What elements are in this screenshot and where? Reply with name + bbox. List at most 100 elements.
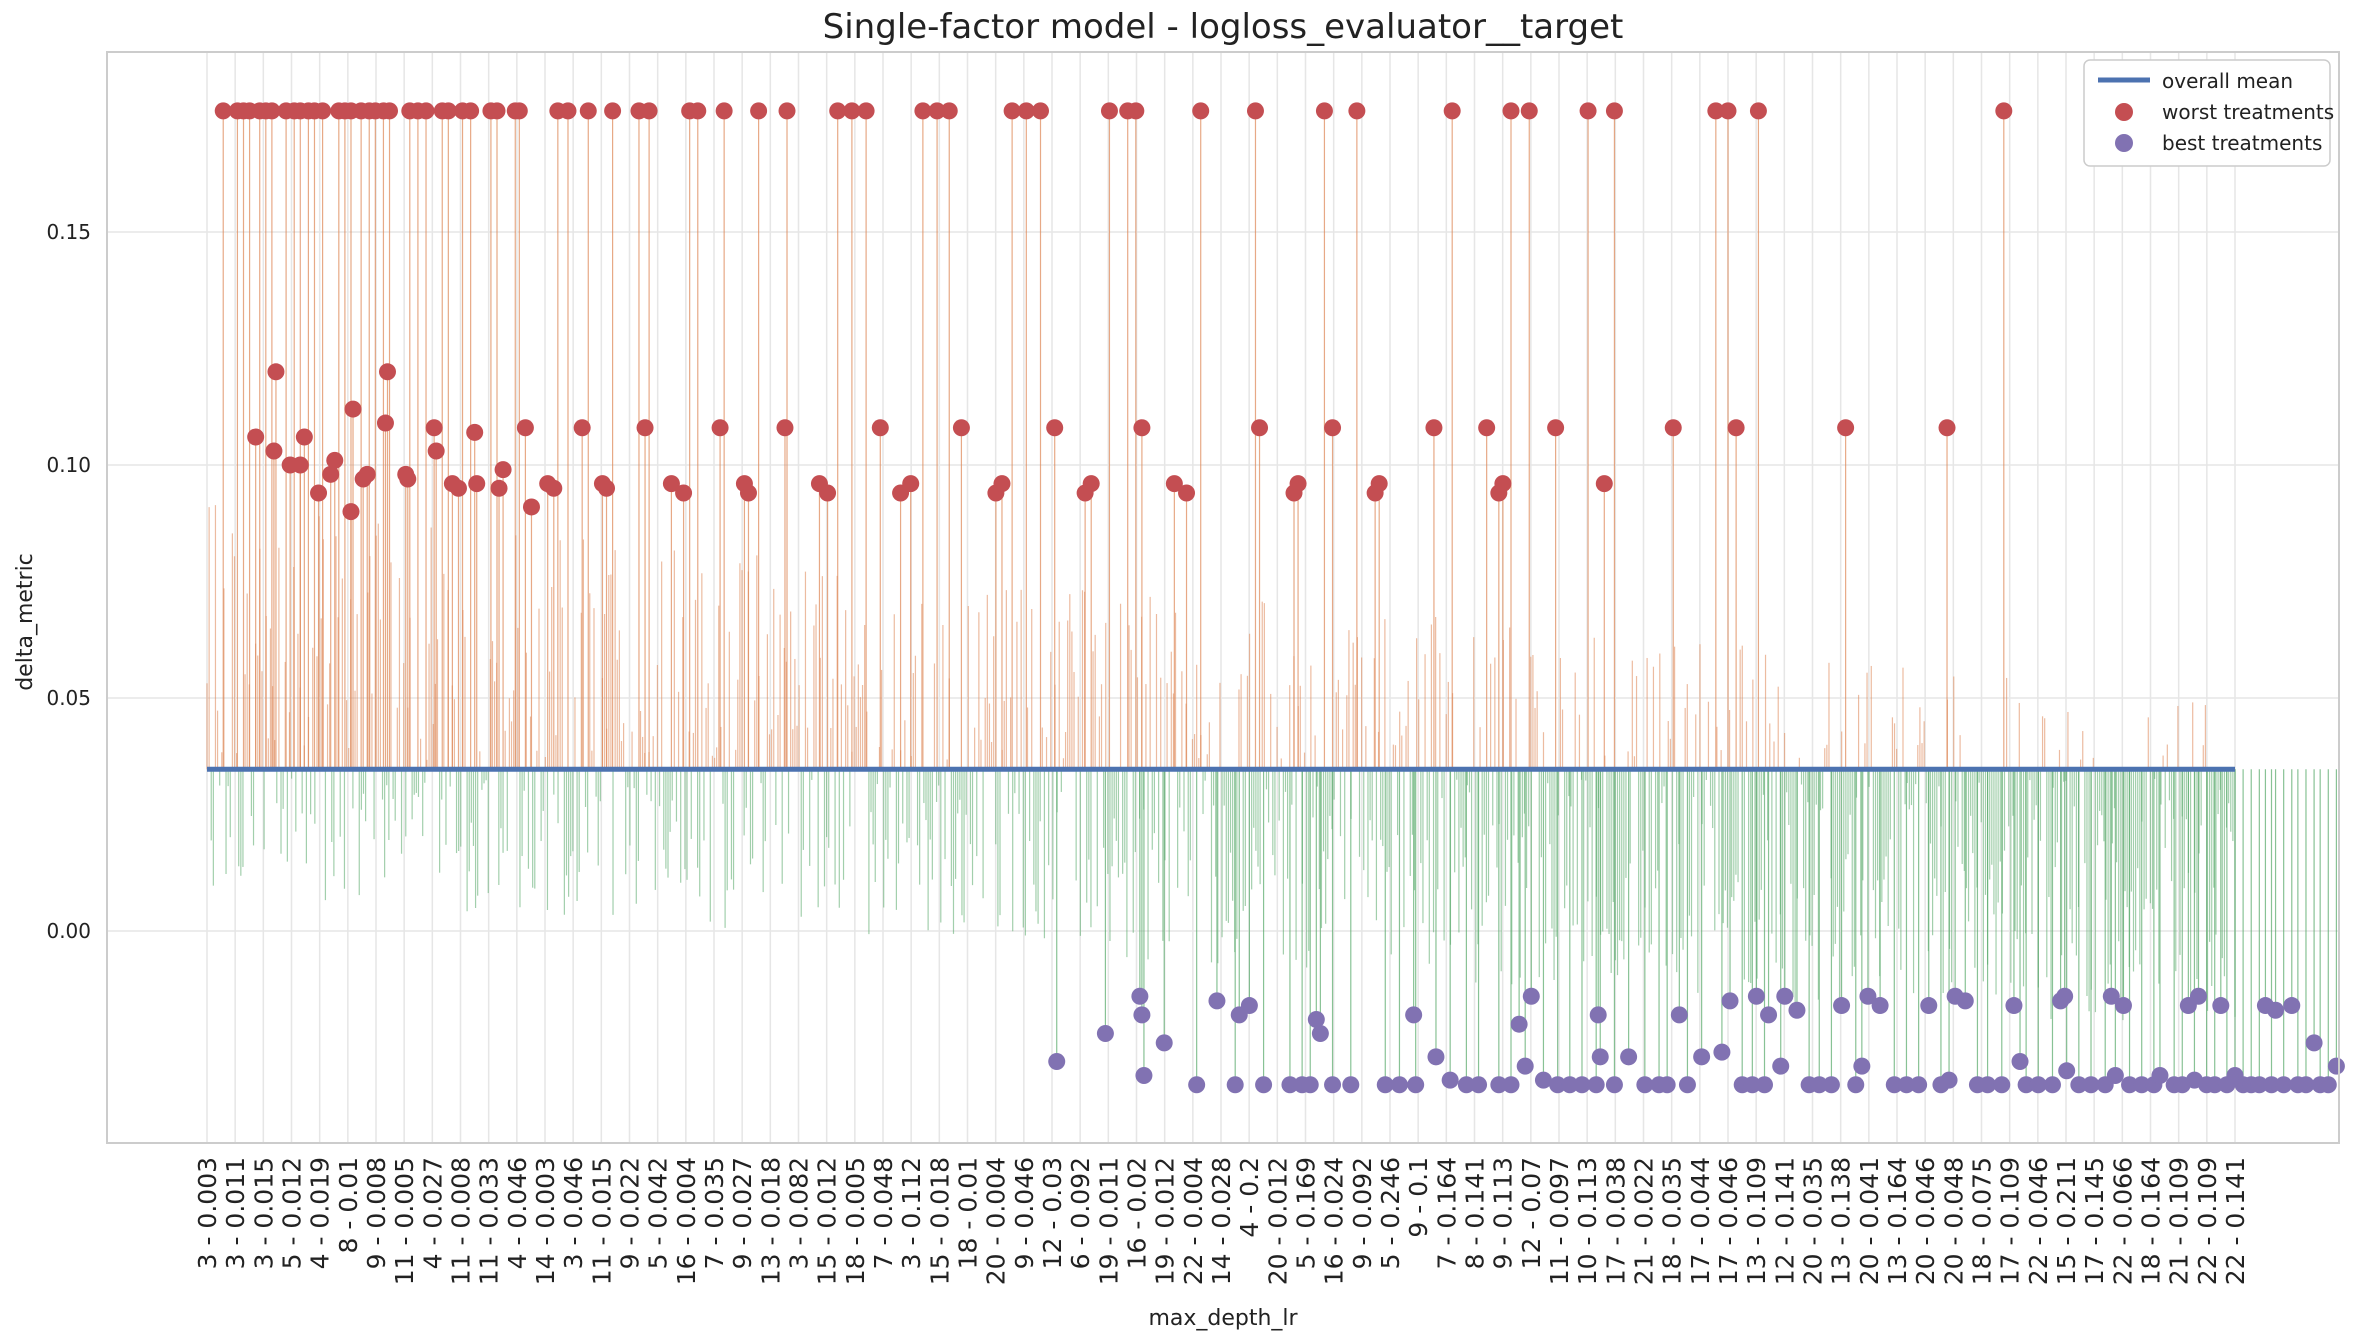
x-tick-label: 9 - 0.027 (728, 1157, 757, 1269)
x-tick-label: 13 - 0.109 (1742, 1157, 1771, 1285)
x-tick-label: 18 - 0.01 (954, 1157, 983, 1269)
x-tick-label: 3 - 0.082 (785, 1157, 814, 1269)
worst-treatment-point (640, 102, 658, 120)
worst-treatment-point (1547, 419, 1565, 437)
best-treatment-point (1301, 1076, 1319, 1094)
x-tick-label: 20 - 0.035 (1799, 1157, 1828, 1285)
worst-treatment-point (322, 465, 340, 483)
x-tick-label: 22 - 0.004 (1179, 1157, 1208, 1285)
x-tick-label: 11 - 0.005 (390, 1157, 419, 1285)
x-tick-label: 22 - 0.066 (2108, 1157, 2137, 1285)
best-treatment-point (1390, 1076, 1408, 1094)
worst-treatment-point (378, 363, 396, 381)
x-tick-label: 20 - 0.041 (1855, 1157, 1884, 1285)
x-tick-label: 13 - 0.138 (1827, 1157, 1856, 1285)
x-tick-label: 7 - 0.164 (1432, 1157, 1461, 1269)
x-tick-label: 20 - 0.004 (982, 1157, 1011, 1285)
best-treatment-point (2267, 1001, 2285, 1019)
best-treatment-point (1131, 987, 1149, 1005)
best-treatment-point (1226, 1076, 1244, 1094)
best-treatment-point (1747, 987, 1765, 1005)
x-tick-label: 3 - 0.003 (193, 1157, 222, 1269)
legend-mean-label: overall mean (2162, 69, 2293, 93)
best-treatment-point (1910, 1076, 1928, 1094)
x-tick-label: 12 - 0.07 (1517, 1157, 1546, 1269)
x-tick-label: 22 - 0.141 (2221, 1157, 2250, 1285)
worst-treatment-point (1579, 102, 1597, 120)
best-treatment-point (1342, 1076, 1360, 1094)
best-treatment-point (1587, 1076, 1605, 1094)
x-tick-label: 21 - 0.022 (1630, 1157, 1659, 1285)
worst-treatment-point (689, 102, 707, 120)
plot-frame (106, 51, 2340, 1144)
best-treatment-point (1853, 1057, 1871, 1075)
worst-treatment-point (1995, 102, 2013, 120)
worst-treatment-point (342, 503, 360, 521)
x-tick-label: 19 - 0.012 (1151, 1157, 1180, 1285)
best-treatment-point (1772, 1057, 1790, 1075)
legend: overall mean worst treatments best treat… (2083, 59, 2334, 167)
x-tick-label: 11 - 0.015 (587, 1157, 616, 1285)
x-tick-label: 9 - 0.092 (1348, 1157, 1377, 1269)
worst-treatment-point (376, 414, 394, 432)
worst-treatment-point (914, 102, 932, 120)
best-treatment-point (1324, 1076, 1342, 1094)
x-tick-label: 5 - 0.246 (1376, 1157, 1405, 1269)
chart-title: Single-factor model - logloss_evaluator_… (823, 7, 1624, 47)
x-tick-label: 13 - 0.164 (1883, 1157, 1912, 1285)
best-treatment-point (2017, 1076, 2035, 1094)
stem-layer (206, 110, 2337, 1085)
worst-treatment-point (1370, 475, 1388, 493)
worst-treatment-point (1425, 419, 1443, 437)
x-tick-label: 4 - 0.027 (418, 1157, 447, 1269)
best-treatment-point (1636, 1076, 1654, 1094)
worst-treatment-point (1017, 102, 1035, 120)
x-tick-label: 3 - 0.011 (221, 1157, 250, 1269)
best-treatment-point (1240, 997, 1258, 1015)
worst-treatment-point (490, 479, 508, 497)
best-treatment-point (2114, 997, 2132, 1015)
x-tick-label: 15 - 0.012 (813, 1157, 842, 1285)
best-treatment-point (1135, 1066, 1153, 1084)
x-tick-label: 9 - 0.046 (1010, 1157, 1039, 1269)
worst-treatment-point (1178, 484, 1196, 502)
worst-treatment-point (494, 461, 512, 479)
worst-treatment-point (1165, 475, 1183, 493)
best-treatment-point (1885, 1076, 1903, 1094)
worst-treatment-point (776, 419, 794, 437)
worst-treatment-point (902, 475, 920, 493)
best-treatment-point (1871, 997, 1889, 1015)
best-treatment-point (1589, 1006, 1607, 1024)
worst-treatment-point (579, 102, 597, 120)
best-treatment-point (1208, 992, 1226, 1010)
best-treatment-point (2056, 987, 2074, 1005)
best-treatment-point (2121, 1076, 2139, 1094)
worst-treatment-point (711, 419, 729, 437)
best-treatment-point (1591, 1048, 1609, 1066)
best-treatment-point (1188, 1076, 1206, 1094)
x-axis-label: max_depth_lr (1148, 1306, 1298, 1331)
best-treatment-point (1427, 1048, 1445, 1066)
x-tick-label: 12 - 0.03 (1038, 1157, 1067, 1269)
worst-treatment-point (604, 102, 622, 120)
x-tick-label: 8 - 0.01 (334, 1157, 363, 1253)
x-tick-label: 17 - 0.145 (2080, 1157, 2109, 1285)
worst-treatment-point (993, 475, 1011, 493)
x-tick-label: 18 - 0.035 (1658, 1157, 1687, 1285)
best-treatment-point (1658, 1076, 1676, 1094)
x-tick-label: 4 - 0.046 (503, 1157, 532, 1269)
worst-treatment-point (829, 102, 847, 120)
best-treatment-point (1470, 1076, 1488, 1094)
x-tick-label: 6 - 0.092 (1066, 1157, 1095, 1269)
worst-treatment-point (1595, 475, 1613, 493)
best-treatment-point (1743, 1076, 1761, 1094)
best-treatment-point (1822, 1076, 1840, 1094)
best-treatment-point (2058, 1062, 2076, 1080)
best-treatment-point (2250, 1076, 2268, 1094)
best-treatment-point (1979, 1076, 1997, 1094)
best-treatment-point (1510, 1015, 1528, 1033)
worst-treatment-point (488, 102, 506, 120)
worst-treatment-point (1127, 102, 1145, 120)
